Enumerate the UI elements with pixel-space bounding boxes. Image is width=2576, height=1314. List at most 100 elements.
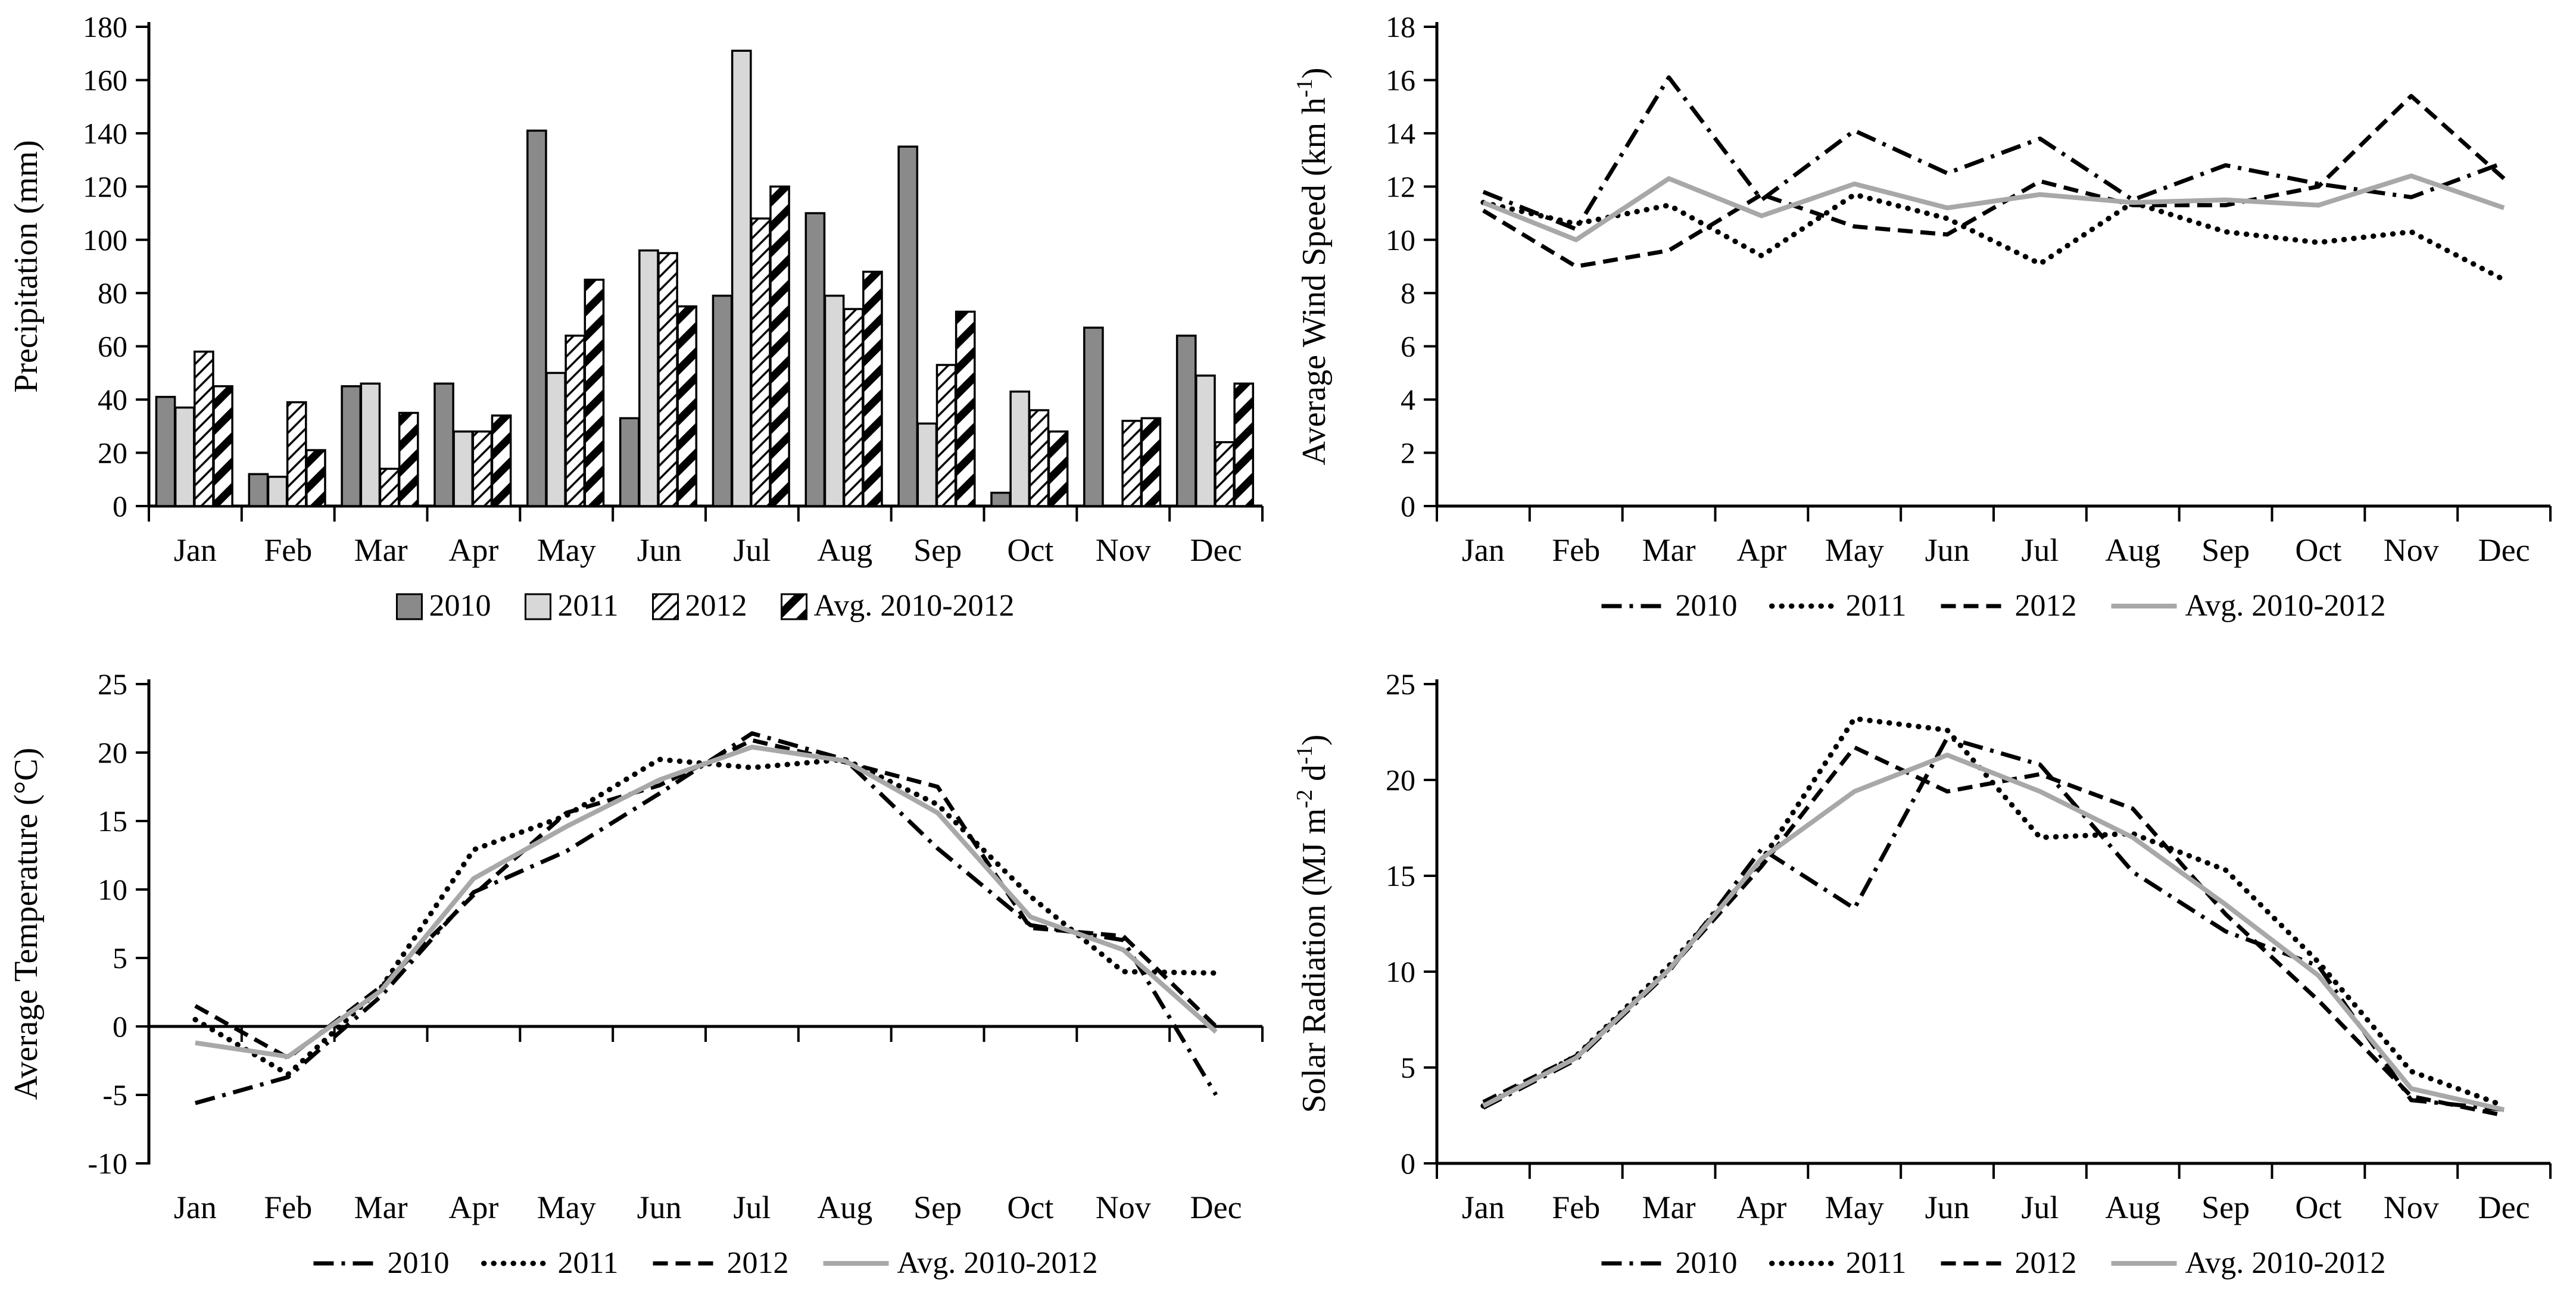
- line-series-2010: [1482, 75, 2505, 232]
- bar: [398, 411, 419, 507]
- y-axis-title: Solar Radiation (MJ m-2 d-1): [1292, 735, 1333, 1113]
- legend-swatch: [395, 593, 423, 620]
- legend-swatch: [781, 593, 808, 620]
- bars-2011: [174, 49, 1216, 507]
- precipitation-chart: 0 20 40 60 80 100 120 140 160 180 Jan Feb Mar Apr May J…: [0, 0, 1288, 657]
- bars-Avg. 2010-2012: [213, 185, 1255, 507]
- line-series-2012: [1482, 745, 2505, 1118]
- y-tick-label: 5: [113, 941, 127, 975]
- month-label: Aug: [2105, 1190, 2160, 1225]
- bar: [1028, 409, 1050, 507]
- month-label: Aug: [817, 532, 872, 568]
- y-tick-label: 25: [1386, 667, 1415, 701]
- month-label: Jun: [1925, 532, 1970, 568]
- bar: [804, 212, 826, 507]
- legend-label: 2012: [2015, 1246, 2077, 1280]
- y-tick-label: 20: [98, 436, 127, 470]
- bar: [453, 430, 474, 507]
- x-axis: Jan Feb Mar Apr May Jun Jul Aug Sep Oct Nov Dec: [148, 504, 1264, 568]
- y-tick-label: 25: [98, 667, 127, 701]
- x-axis: Jan Feb Mar Apr May Jun Jul Aug Sep Oct Nov Dec: [1436, 1162, 2552, 1225]
- legend-label: 2012: [685, 589, 747, 623]
- legend-item: 2012: [653, 1246, 789, 1280]
- legend-swatch: [652, 593, 679, 620]
- legend: 2010 2011 2012 Avg. 2010-2012: [1601, 589, 2386, 623]
- bar: [1175, 335, 1197, 507]
- y-axis: -10 -5 0 5 10 15 20 25: [88, 667, 151, 1180]
- bar: [657, 252, 678, 507]
- legend-label: Avg. 2010-2012: [2185, 1246, 2386, 1280]
- month-label: Sep: [2201, 1190, 2250, 1225]
- y-tick-label: 10: [1386, 955, 1415, 988]
- y-tick-label: 180: [83, 10, 127, 43]
- y-tick-label: 20: [1386, 763, 1415, 797]
- month-label: Oct: [2295, 532, 2341, 568]
- month-label: Nov: [2384, 1190, 2439, 1225]
- y-tick-label: 0: [113, 489, 127, 523]
- legend-item: 2010: [395, 589, 491, 623]
- month-label: Jan: [1462, 1190, 1505, 1225]
- legend-item: Avg. 2010-2012: [2111, 1246, 2386, 1280]
- month-label: Mar: [354, 1190, 408, 1225]
- month-label: Jan: [174, 532, 217, 568]
- month-label: Oct: [1007, 1190, 1053, 1225]
- y-axis-title: Precipitation (mm): [8, 140, 45, 393]
- legend-label: 2011: [1845, 1246, 1906, 1280]
- legend-label: 2012: [727, 1246, 789, 1280]
- bar: [305, 449, 326, 507]
- bar: [824, 294, 845, 507]
- month-label: May: [537, 1190, 596, 1225]
- month-label: Nov: [1096, 1190, 1151, 1225]
- legend-label: 2012: [2015, 589, 2077, 623]
- temperature-chart-svg: -10 -5 0 5 10 15 20 25 Jan Feb Mar Apr May Jun Jul Aug S…: [8, 667, 1264, 1280]
- month-label: Nov: [1096, 532, 1151, 568]
- legend-label: 2011: [1845, 589, 1906, 623]
- legend-item: 2011: [524, 589, 619, 623]
- month-label: Dec: [2478, 532, 2530, 568]
- bar: [213, 385, 233, 507]
- month-label: Jan: [1462, 532, 1505, 568]
- line-series-2010: [194, 731, 1218, 1106]
- y-tick-label: 100: [83, 223, 127, 257]
- month-label: Dec: [1190, 532, 1242, 568]
- line-series-Avg. 2010-2012: [1482, 753, 2505, 1112]
- bar: [897, 145, 919, 507]
- bar: [990, 491, 1011, 507]
- month-label: Aug: [817, 1190, 872, 1225]
- y-axis-title: Average Wind Speed (km h-1): [1292, 67, 1333, 465]
- y-tick-label: 40: [98, 383, 127, 416]
- month-label: May: [537, 532, 596, 568]
- month-label: Dec: [2478, 1190, 2530, 1225]
- bar: [286, 401, 307, 507]
- legend-label: 2011: [557, 589, 618, 623]
- legend-label: Avg. 2010-2012: [897, 1246, 1098, 1280]
- month-label: Feb: [264, 1190, 312, 1225]
- month-label: May: [1825, 1190, 1884, 1225]
- legend: 2010 2011 2012 Avg. 2010-2012: [395, 589, 1015, 623]
- legend-item: 2011: [1769, 1246, 1907, 1280]
- month-label: Sep: [913, 1190, 962, 1225]
- bar: [1121, 420, 1143, 507]
- y-tick-label: 14: [1386, 117, 1415, 150]
- y-tick-label: 160: [83, 63, 127, 96]
- month-label: Jun: [1925, 1190, 1970, 1225]
- y-tick-label: -10: [88, 1147, 127, 1180]
- bar: [248, 473, 269, 507]
- y-axis: 0 5 10 15 20 25: [1386, 667, 1439, 1180]
- month-label: Jul: [733, 1190, 771, 1225]
- month-label: Jun: [637, 532, 682, 568]
- y-tick-label: 18: [1386, 10, 1415, 43]
- legend-label: 2010: [1675, 589, 1737, 623]
- line-series-Avg. 2010-2012: [195, 744, 1218, 1059]
- bar: [1009, 390, 1031, 507]
- bars-2010: [155, 129, 1197, 507]
- y-tick-label: 120: [83, 170, 127, 203]
- y-tick-label: 0: [1401, 1147, 1415, 1180]
- month-label: Apr: [448, 1190, 498, 1225]
- month-label: Oct: [1007, 532, 1053, 568]
- month-label: Jun: [637, 1190, 682, 1225]
- legend-item: Avg. 2010-2012: [823, 1246, 1098, 1280]
- line-series-2012: [194, 738, 1218, 1060]
